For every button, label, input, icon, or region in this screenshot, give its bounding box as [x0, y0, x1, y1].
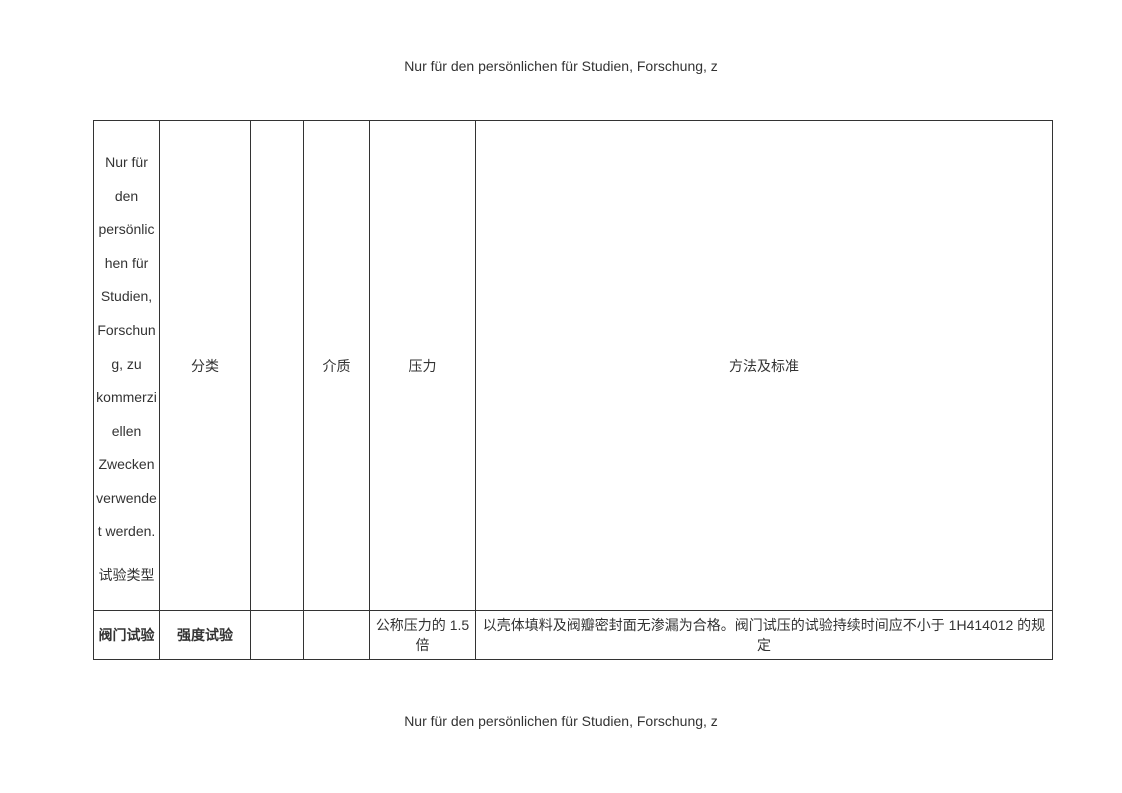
header-cell-type-label: 试验类型: [99, 567, 155, 583]
header-cell-type: Nur für den persönlichen für Studien, Fo…: [94, 121, 160, 611]
table-data-row: 阀门试验 强度试验 公称压力的 1.5 倍 以壳体填料及阀瓣密封面无渗漏为合格。…: [94, 611, 1053, 660]
header-cell-method: 方法及标准: [476, 121, 1053, 611]
cell-blank: [251, 611, 304, 660]
cell-method: 以壳体填料及阀瓣密封面无渗漏为合格。阀门试压的试验持续时间应不小于 1H4140…: [476, 611, 1053, 660]
table-header-row: Nur für den persönlichen für Studien, Fo…: [94, 121, 1053, 611]
header-cell-category: 分类: [160, 121, 251, 611]
page-header-text: Nur für den persönlichen für Studien, Fo…: [0, 58, 1122, 74]
page-footer-text: Nur für den persönlichen für Studien, Fo…: [0, 713, 1122, 729]
header-cell-type-disclaimer: Nur für den persönlichen für Studien, Fo…: [96, 146, 157, 549]
header-cell-medium: 介质: [304, 121, 370, 611]
cell-category: 强度试验: [160, 611, 251, 660]
cell-test-type: 阀门试验: [94, 611, 160, 660]
main-table: Nur für den persönlichen für Studien, Fo…: [93, 120, 1053, 660]
header-cell-pressure: 压力: [370, 121, 476, 611]
cell-pressure: 公称压力的 1.5 倍: [370, 611, 476, 660]
header-cell-blank: [251, 121, 304, 611]
cell-medium: [304, 611, 370, 660]
